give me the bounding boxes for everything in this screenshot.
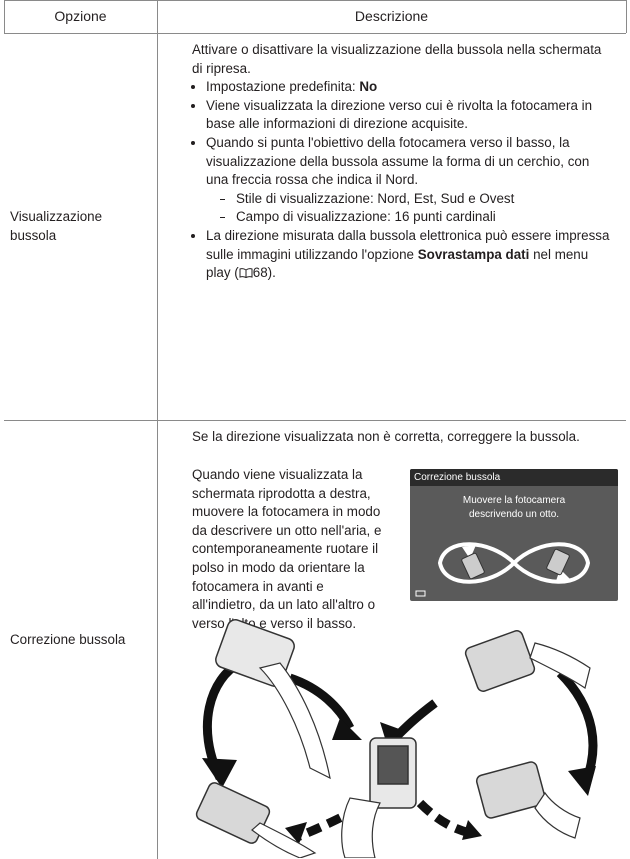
option-name: Visualizzazione bussola [10, 209, 103, 243]
intro: Attivare o disattivare la visualizzazion… [192, 42, 602, 76]
page-number: 68 [252, 265, 268, 281]
list-item: Viene visualizzata la direzione verso cu… [206, 97, 612, 134]
dash [220, 217, 225, 219]
figure-eight-illustration [415, 542, 591, 597]
bold-text: Sovrastampa dati [417, 246, 530, 262]
text: Stile di visualizzazione: Nord, Est, Sud… [236, 190, 515, 206]
bold-text: No [359, 79, 378, 95]
text: ). [267, 265, 276, 281]
table-border [4, 420, 626, 421]
text: nel menu play ( [206, 246, 589, 281]
description: Attivare o disattivare la visualizzazion… [192, 41, 612, 283]
sub-item: Campo di visualizzazione: 16 punti cardi… [220, 208, 612, 227]
camera-screen: Correzione bussola Muovere la fotocamera… [410, 469, 618, 601]
table-border [4, 0, 626, 1]
sub-item: Stile di visualizzazione: Nord, Est, Sud… [220, 190, 612, 209]
list-item: Impostazione predefinita: No [206, 78, 612, 97]
table-border [4, 33, 626, 34]
rotation-illustration [195, 619, 598, 858]
list: Impostazione predefinita: No Viene visua… [192, 78, 612, 283]
text: Campo di visualizzazione: 16 punti cardi… [236, 209, 496, 225]
option-name: Correzione bussola [10, 632, 126, 647]
sub-list: Stile di visualizzazione: Nord, Est, Sud… [206, 190, 612, 227]
header-cell: Opzione [54, 8, 107, 24]
dash [220, 198, 225, 200]
table-border [626, 0, 627, 33]
text: La direzione misurata dalla bussola elet… [206, 227, 610, 262]
header-cell: Descrizione [354, 8, 429, 24]
column-divider [157, 0, 158, 859]
table-border [4, 0, 5, 33]
intro: Se la direzione visualizzata non è corre… [192, 429, 580, 444]
screen-message: Muovere la fotocamera descrivendo un ott… [462, 495, 566, 520]
text: Quando si punta l'obiettivo della fotoca… [206, 134, 590, 188]
list-item: La direzione misurata dalla bussola elet… [206, 227, 612, 283]
page-ref-icon [239, 268, 253, 279]
instructions: Quando viene visualizzata la schermata r… [192, 467, 382, 631]
list-item: Quando si punta l'obiettivo della fotoca… [206, 134, 612, 227]
screen-title: Correzione bussola [410, 469, 618, 486]
text: Impostazione predefinita: [206, 79, 356, 95]
